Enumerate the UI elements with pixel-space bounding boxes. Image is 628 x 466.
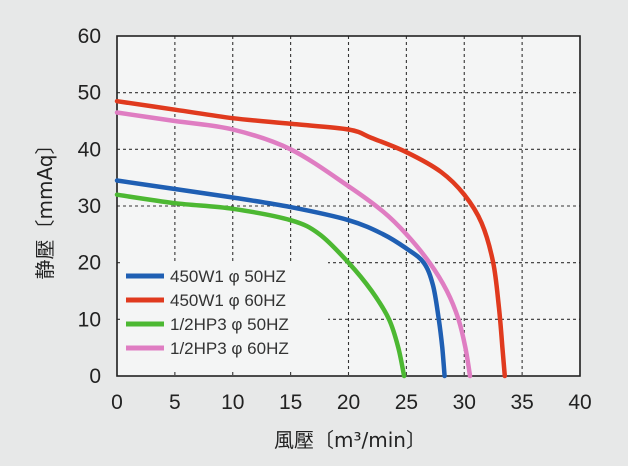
- x-tick-label: 20: [337, 391, 360, 414]
- y-tick-label: 20: [78, 252, 101, 275]
- x-tick-label: 40: [568, 391, 591, 414]
- x-tick-label: 30: [453, 391, 476, 414]
- axes: 0 5 10 15 20 25 30 35 40 0 10 20 30 40 50 60: [78, 25, 592, 414]
- legend-box: [122, 262, 328, 372]
- x-tick-label: 10: [221, 391, 244, 414]
- x-tick-label: 5: [169, 391, 181, 414]
- y-tick-label: 60: [78, 25, 101, 48]
- series-line-2: [114, 98, 508, 379]
- x-axis-title: 風壓〔m³/min〕: [274, 428, 426, 452]
- plot-frame: [116, 35, 581, 377]
- series-lines: [114, 98, 508, 379]
- legend-label: 450W1 φ 50HZ: [170, 267, 286, 286]
- y-tick-label: 10: [78, 308, 101, 331]
- y-tick-label: 50: [78, 82, 101, 105]
- series-line-4: [114, 110, 473, 379]
- y-tick-label: 0: [89, 365, 101, 388]
- legend-label: 1/2HP3 φ 50HZ: [170, 315, 289, 334]
- y-tick-label: 30: [78, 195, 101, 218]
- legend-label: 1/2HP3 φ 60HZ: [170, 339, 289, 358]
- legend: 450W1 φ 50HZ 450W1 φ 60HZ 1/2HP3 φ 50HZ 1/2…: [122, 262, 328, 372]
- y-axis-title: 静壓〔mmAq〕: [33, 135, 57, 280]
- legend-label: 450W1 φ 60HZ: [170, 291, 286, 310]
- y-tick-label: 40: [78, 138, 101, 161]
- x-tick-label: 15: [279, 391, 302, 414]
- series-line-3: [114, 192, 407, 379]
- x-tick-label: 35: [510, 391, 533, 414]
- x-tick-label: 0: [111, 391, 123, 414]
- series-line-1: [114, 178, 447, 379]
- x-tick-label: 25: [395, 391, 418, 414]
